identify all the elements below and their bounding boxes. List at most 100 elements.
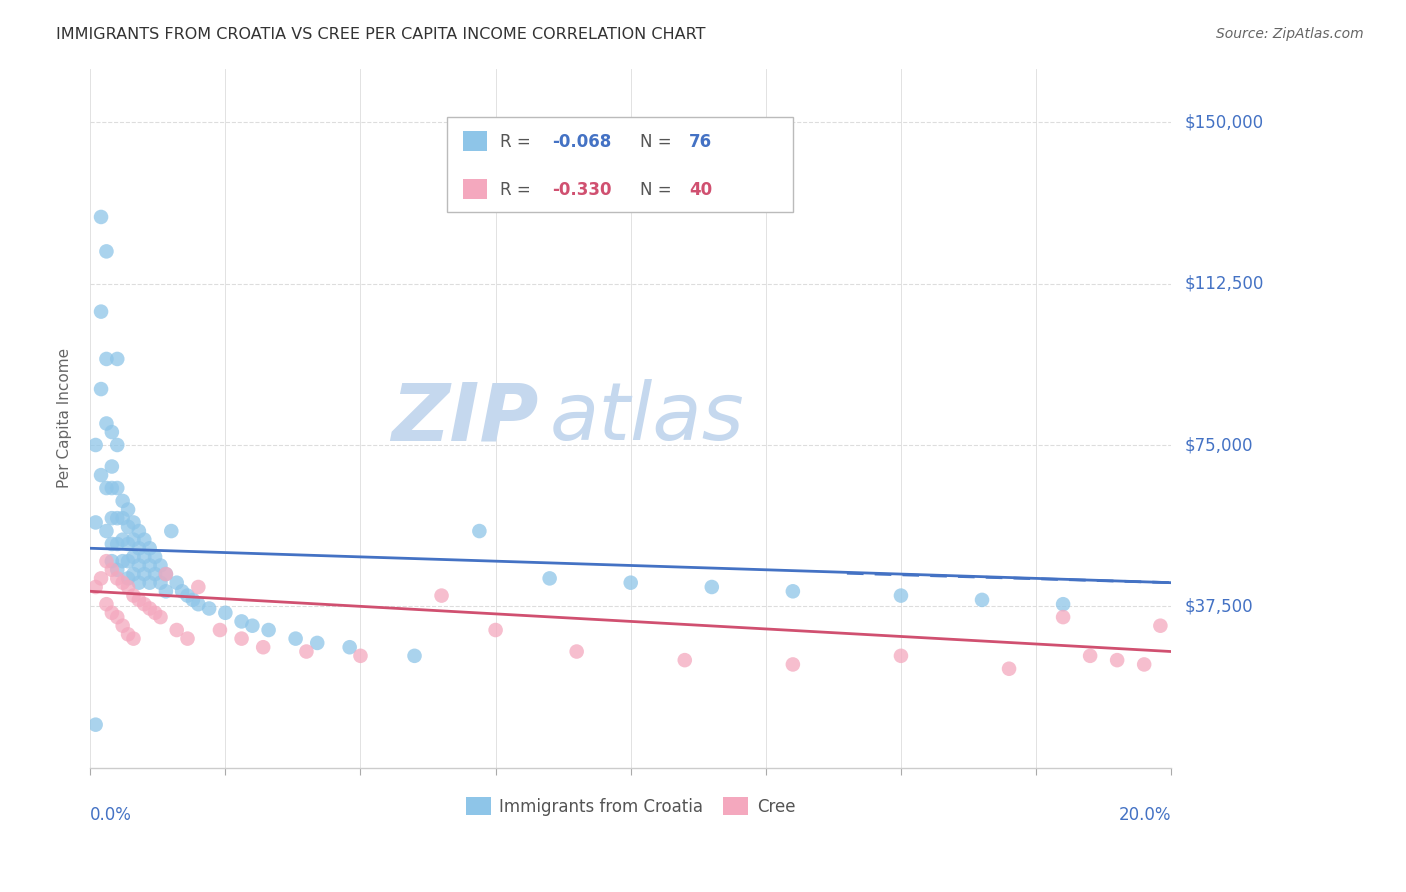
Point bbox=[111, 494, 134, 508]
Text: 76: 76 bbox=[689, 133, 713, 151]
Point bbox=[143, 567, 166, 582]
Text: ZIP: ZIP bbox=[391, 379, 538, 457]
Point bbox=[96, 244, 118, 259]
Point bbox=[782, 657, 804, 672]
Point bbox=[138, 541, 160, 556]
Point bbox=[782, 584, 804, 599]
Point bbox=[111, 618, 134, 632]
FancyBboxPatch shape bbox=[463, 131, 486, 151]
Point bbox=[252, 640, 274, 655]
Point bbox=[700, 580, 723, 594]
Point bbox=[101, 537, 124, 551]
Point bbox=[105, 511, 128, 525]
Y-axis label: Per Capita Income: Per Capita Income bbox=[58, 348, 72, 488]
Text: $112,500: $112,500 bbox=[1185, 275, 1264, 293]
Point bbox=[101, 511, 124, 525]
Text: 0.0%: 0.0% bbox=[90, 806, 132, 824]
Point bbox=[538, 571, 561, 585]
Point bbox=[96, 417, 118, 431]
Point bbox=[1052, 610, 1074, 624]
Point bbox=[187, 580, 209, 594]
Point bbox=[105, 351, 128, 366]
Point bbox=[284, 632, 307, 646]
Point bbox=[565, 644, 588, 658]
Point bbox=[138, 575, 160, 590]
Point bbox=[128, 541, 150, 556]
Point bbox=[105, 563, 128, 577]
Point bbox=[111, 511, 134, 525]
Point bbox=[105, 610, 128, 624]
Point bbox=[484, 623, 506, 637]
Point bbox=[90, 304, 112, 318]
Point bbox=[96, 481, 118, 495]
Point bbox=[307, 636, 329, 650]
Text: -0.330: -0.330 bbox=[551, 181, 612, 199]
Point bbox=[122, 589, 145, 603]
Point bbox=[160, 524, 183, 538]
Point bbox=[134, 597, 156, 611]
Point bbox=[96, 554, 118, 568]
Point bbox=[111, 575, 134, 590]
Point bbox=[111, 554, 134, 568]
Point bbox=[404, 648, 426, 663]
Point bbox=[105, 438, 128, 452]
Point bbox=[105, 481, 128, 495]
Point bbox=[117, 520, 139, 534]
Text: 40: 40 bbox=[689, 181, 713, 199]
Point bbox=[155, 567, 177, 582]
Point bbox=[90, 571, 112, 585]
Point bbox=[122, 516, 145, 530]
Point bbox=[128, 593, 150, 607]
Point bbox=[101, 481, 124, 495]
Point bbox=[231, 615, 253, 629]
Point bbox=[128, 575, 150, 590]
Point bbox=[231, 632, 253, 646]
Point bbox=[122, 549, 145, 564]
Point bbox=[149, 610, 172, 624]
Point bbox=[122, 567, 145, 582]
Text: N =: N = bbox=[641, 181, 678, 199]
Point bbox=[970, 593, 993, 607]
Point bbox=[149, 575, 172, 590]
Point bbox=[155, 567, 177, 582]
Point bbox=[673, 653, 696, 667]
Text: atlas: atlas bbox=[550, 379, 744, 457]
FancyBboxPatch shape bbox=[447, 118, 793, 212]
Text: Source: ZipAtlas.com: Source: ZipAtlas.com bbox=[1216, 27, 1364, 41]
Point bbox=[138, 601, 160, 615]
Point bbox=[208, 623, 231, 637]
Legend: Immigrants from Croatia, Cree: Immigrants from Croatia, Cree bbox=[460, 791, 801, 822]
Point bbox=[143, 549, 166, 564]
Point bbox=[143, 606, 166, 620]
Point bbox=[349, 648, 371, 663]
Point bbox=[890, 648, 912, 663]
Text: 20.0%: 20.0% bbox=[1119, 806, 1171, 824]
Point bbox=[1133, 657, 1156, 672]
Point bbox=[138, 558, 160, 573]
Point bbox=[1149, 618, 1171, 632]
Point bbox=[257, 623, 280, 637]
Point bbox=[468, 524, 491, 538]
Text: N =: N = bbox=[641, 133, 678, 151]
Point bbox=[198, 601, 221, 615]
Point bbox=[1107, 653, 1129, 667]
Point bbox=[166, 575, 188, 590]
Point bbox=[101, 459, 124, 474]
Point bbox=[117, 502, 139, 516]
Point bbox=[111, 533, 134, 547]
Point bbox=[1052, 597, 1074, 611]
Text: R =: R = bbox=[501, 133, 536, 151]
Point bbox=[128, 524, 150, 538]
Point bbox=[84, 580, 107, 594]
Point bbox=[128, 558, 150, 573]
Point bbox=[105, 571, 128, 585]
Point bbox=[90, 468, 112, 483]
Point bbox=[620, 575, 643, 590]
Text: $150,000: $150,000 bbox=[1185, 113, 1264, 131]
Point bbox=[122, 533, 145, 547]
Text: R =: R = bbox=[501, 181, 536, 199]
Point bbox=[339, 640, 361, 655]
Point bbox=[134, 567, 156, 582]
Point bbox=[90, 210, 112, 224]
Point bbox=[155, 584, 177, 599]
